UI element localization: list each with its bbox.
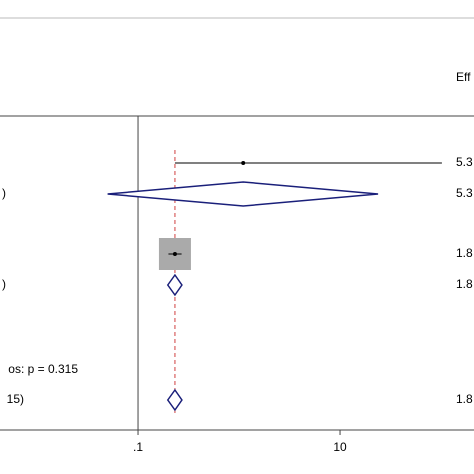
effect-label: 1.8 bbox=[456, 277, 473, 291]
row-label: os: p = 0.315 bbox=[8, 362, 78, 376]
row-label: ) bbox=[2, 186, 6, 200]
effect-label: 5.3 bbox=[456, 186, 473, 200]
x-tick-label: .1 bbox=[133, 440, 143, 454]
diamond bbox=[166, 388, 183, 412]
point-estimate bbox=[172, 252, 177, 256]
header: Eff bbox=[456, 70, 471, 84]
effect-label: 5.3 bbox=[456, 155, 473, 169]
diamond bbox=[107, 181, 379, 207]
diamond bbox=[166, 273, 183, 297]
x-tick-label: 10 bbox=[333, 440, 347, 454]
point-estimate bbox=[241, 161, 246, 165]
effect-label: 1.8 bbox=[456, 392, 473, 406]
row-label: ) bbox=[2, 277, 6, 291]
row-label: 15) bbox=[7, 392, 24, 406]
effect-label: 1.8 bbox=[456, 246, 473, 260]
